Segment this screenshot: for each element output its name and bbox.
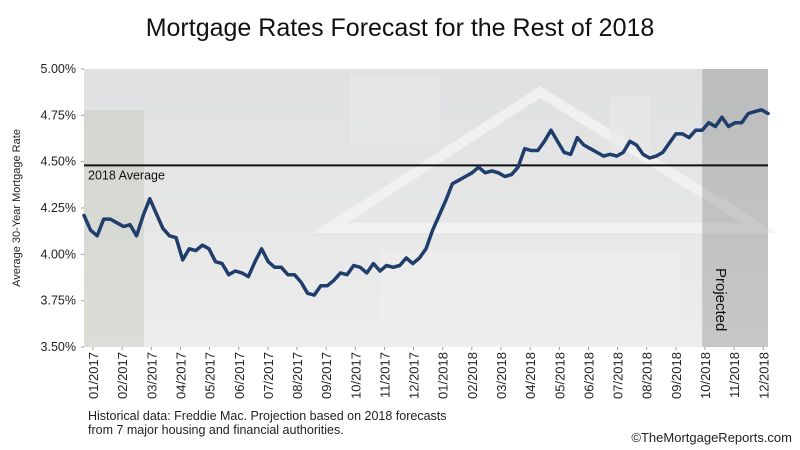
x-tick-label: 12/2017 [407,352,422,399]
x-tick-label: 06/2017 [232,352,247,399]
x-tick-label: 10/2017 [348,352,363,399]
y-tick-label: 4.25% [41,201,76,215]
x-tick-label: 06/2018 [581,352,596,399]
x-tick-label: 03/2017 [144,352,159,399]
footnote: Historical data: Freddie Mac. Projection… [88,409,447,423]
x-tick-label: 03/2018 [494,352,509,399]
background-photo [84,69,778,347]
line-series [82,108,770,297]
x-tick-label: 08/2017 [290,352,305,399]
y-tick-label: 4.50% [41,155,76,169]
y-tick-label: 3.50% [41,340,76,354]
x-tick-label: 07/2017 [261,352,276,399]
x-tick-label: 01/2017 [86,352,101,399]
x-tick-label: 02/2017 [115,352,130,399]
y-axis-label: Average 30-Year Mortgage Rate [11,129,23,287]
y-tick-label: 4.00% [41,247,76,261]
y-tick-label: 5.00% [41,62,76,76]
x-tick-label: 05/2018 [552,352,567,399]
x-tick-label: 05/2017 [203,352,218,399]
x-tick-label: 04/2017 [173,352,188,399]
x-tick-label: 09/2017 [319,352,334,399]
projected-region [702,69,768,347]
y-tick-label: 3.75% [41,294,76,308]
x-tick-label: 02/2018 [465,352,480,399]
x-tick-label: 12/2018 [756,352,771,399]
x-tick-label: 04/2018 [523,352,538,399]
x-tick-label: 01/2018 [436,352,451,399]
footnote: from 7 major housing and financial autho… [88,423,344,437]
x-tick-label: 11/2018 [727,352,742,398]
y-tick-label: 4.75% [41,108,76,122]
x-tick-label: 09/2018 [669,352,684,399]
x-tick-label: 11/2017 [377,352,392,398]
projected-label: Projected [712,268,729,331]
average-label: 2018 Average [88,168,165,182]
x-tick-label: 10/2018 [698,352,713,399]
chart-title: Mortgage Rates Forecast for the Rest of … [146,14,655,42]
x-tick-label: 08/2018 [640,352,655,399]
credit: ©TheMortgageReports.com [631,430,792,445]
x-tick-label: 07/2018 [611,352,626,399]
